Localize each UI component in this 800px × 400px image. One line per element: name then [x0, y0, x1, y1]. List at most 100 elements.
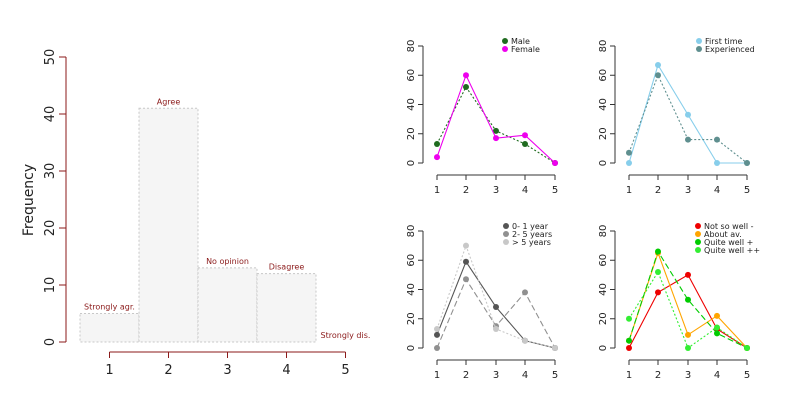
legend-marker	[503, 223, 509, 229]
series-point	[434, 331, 440, 338]
legend-label: Quite well ++	[704, 246, 760, 255]
series-point	[434, 154, 440, 161]
x-tick-label: 4	[714, 370, 720, 381]
y-tick-label: 20	[406, 312, 417, 325]
legend-label: 0- 1 year	[512, 222, 549, 231]
series-point	[714, 312, 720, 319]
series-point	[744, 160, 750, 166]
legend-marker	[503, 239, 509, 245]
series-point	[522, 140, 528, 147]
x-tick-label: 5	[341, 363, 349, 378]
series-line	[436, 73, 556, 164]
series-point	[655, 248, 661, 255]
y-tick-label: 0	[406, 160, 417, 166]
bar-label: Agree	[157, 97, 181, 106]
x-tick-label: 1	[626, 370, 632, 381]
histogram-panel: Strongly agr. Agree No opinion Disagree Stro…	[21, 49, 370, 378]
bar-label: Strongly dis.	[321, 331, 371, 340]
y-tick-label: 60	[598, 254, 609, 267]
histogram-bar	[256, 273, 317, 343]
series-point	[463, 242, 469, 249]
series-point	[685, 331, 691, 338]
legend-label: Male	[511, 37, 530, 46]
y-tick-label: 20	[43, 220, 58, 237]
y-tick-label: 80	[598, 225, 609, 238]
x-tick-label: 3	[685, 185, 691, 196]
series-point	[434, 325, 440, 332]
series-point	[626, 315, 632, 322]
legend-label: First time	[705, 37, 743, 46]
series-point	[714, 160, 720, 166]
series-point	[552, 345, 558, 351]
y-tick-label: 60	[598, 69, 609, 82]
y-tick-label: 30	[43, 163, 58, 180]
series-point	[493, 304, 499, 311]
y-tick-label: 40	[406, 283, 417, 296]
series-point	[522, 337, 528, 344]
series-point	[463, 258, 469, 265]
legend-marker	[696, 38, 702, 44]
series-line	[436, 85, 556, 164]
series-point	[434, 345, 440, 351]
y-tick-label: 0	[598, 160, 609, 166]
series-point	[685, 136, 691, 143]
y-tick-label: 0	[43, 338, 58, 346]
x-tick-label: 4	[522, 370, 528, 381]
legend-marker	[502, 38, 508, 44]
legend-marker	[695, 247, 701, 253]
series-line	[628, 73, 748, 164]
series-point	[493, 135, 499, 142]
x-tick-label: 5	[744, 370, 750, 381]
x-tick-label: 3	[493, 370, 499, 381]
legend-marker	[503, 231, 509, 237]
series-point	[434, 140, 440, 147]
x-tick-label: 4	[282, 363, 290, 378]
series-point	[522, 289, 528, 296]
bar-label: Disagree	[269, 263, 305, 272]
series-point	[552, 160, 558, 166]
series-point	[744, 345, 750, 351]
y-tick-label: 20	[406, 127, 417, 140]
y-tick-label: 60	[406, 254, 417, 267]
series-point	[655, 289, 661, 296]
series-point	[463, 276, 469, 283]
x-tick-label: 2	[164, 363, 172, 378]
x-tick-label: 5	[744, 185, 750, 196]
histogram-bar	[138, 107, 199, 343]
y-tick-label: 60	[406, 69, 417, 82]
series-point	[714, 136, 720, 143]
histogram-bar	[197, 267, 258, 343]
y-tick-label: 10	[43, 277, 58, 294]
series-point	[714, 324, 720, 331]
x-tick-label: 1	[434, 185, 440, 196]
y-tick-label: 0	[598, 345, 609, 351]
y-tick-label: 40	[406, 98, 417, 111]
series-point	[685, 296, 691, 303]
x-tick-label: 2	[655, 185, 661, 196]
x-tick-label: 1	[105, 363, 113, 378]
legend-marker	[502, 46, 508, 52]
series-line	[436, 243, 556, 349]
x-tick-label: 5	[552, 370, 558, 381]
series-point	[685, 111, 691, 118]
x-tick-label: 4	[522, 185, 528, 196]
y-tick-label: 40	[598, 98, 609, 111]
legend-label: Female	[511, 45, 540, 54]
series-point	[626, 345, 632, 351]
bar-label: Strongly agr.	[84, 303, 135, 312]
legend-marker	[695, 239, 701, 245]
legend-marker	[695, 231, 701, 237]
legend-marker	[695, 223, 701, 229]
x-tick-label: 2	[655, 370, 661, 381]
y-tick-label: 50	[43, 49, 58, 66]
series-point	[463, 83, 469, 90]
y-tick-label: 80	[406, 40, 417, 53]
y-tick-label: 0	[406, 345, 417, 351]
x-tick-label: 3	[685, 370, 691, 381]
